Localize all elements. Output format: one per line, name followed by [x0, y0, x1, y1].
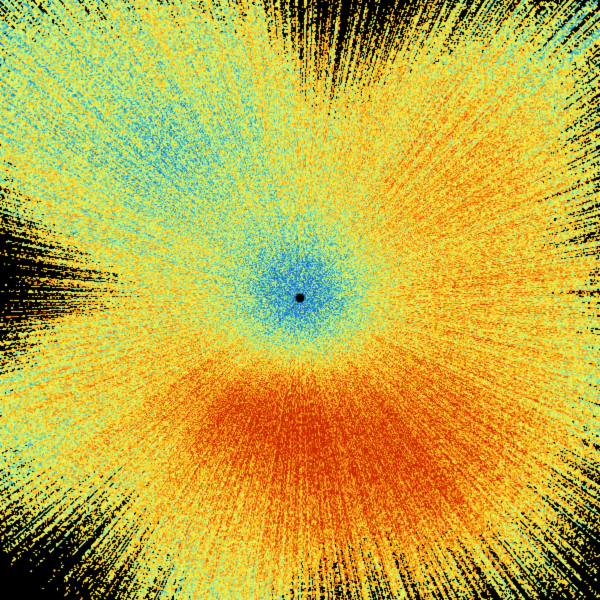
radar-reflectivity-image — [0, 0, 600, 600]
